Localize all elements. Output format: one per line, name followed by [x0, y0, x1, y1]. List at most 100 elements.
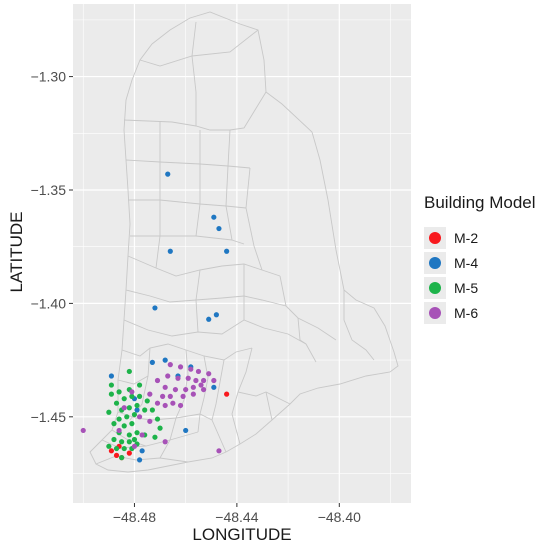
district-line [117, 375, 149, 385]
district-line [245, 167, 263, 271]
point-m-6 [162, 439, 168, 445]
point-m-5 [144, 398, 150, 404]
point-m-6 [185, 375, 191, 381]
point-m-5 [121, 423, 127, 429]
y-axis-title: LATITUDE [7, 212, 26, 293]
point-m-4 [152, 305, 158, 311]
point-m-6 [162, 384, 168, 390]
legend-dot-m2 [429, 231, 441, 244]
point-m-5 [106, 409, 112, 415]
point-m-6 [167, 362, 173, 368]
point-m-2 [224, 391, 230, 397]
district-line [237, 391, 291, 405]
district-line [130, 235, 233, 241]
point-m-5 [131, 411, 138, 418]
legend-item-m2: M-2 [424, 225, 536, 250]
district-line [127, 255, 281, 277]
point-m-6 [183, 386, 189, 393]
point-m-4 [213, 312, 219, 318]
point-m-5 [157, 425, 163, 431]
point-m-6 [198, 382, 204, 388]
point-m-5 [126, 405, 132, 411]
point-m-5 [149, 407, 155, 413]
point-m-5 [119, 455, 125, 461]
district-line [125, 289, 287, 307]
x-axis-title: LONGITUDE [192, 525, 291, 544]
point-m-5 [126, 432, 132, 438]
point-m-5 [134, 430, 140, 436]
point-m-6 [190, 391, 196, 397]
point-m-6 [167, 393, 173, 399]
axes: −48.48 −48.44 −48.40 −1.30 −1.35 −1.40 −1.45 [31, 69, 362, 525]
grid-lines [73, 4, 411, 503]
point-m-4 [108, 373, 115, 379]
point-m-6 [177, 402, 184, 409]
point-m-4 [162, 357, 168, 363]
point-m-5 [108, 391, 115, 397]
point-m-6 [80, 427, 86, 434]
district-line [95, 455, 189, 465]
point-m-6 [175, 375, 181, 381]
y-tick-label: −1.40 [31, 295, 67, 311]
legend-item-m5: M-5 [424, 275, 536, 300]
legend-item-m6: M-6 [424, 300, 536, 325]
y-tick-label: −1.45 [31, 409, 67, 425]
legend-key [424, 226, 446, 249]
legend-key [424, 251, 446, 274]
point-m-4 [139, 448, 145, 454]
district-line [195, 130, 201, 237]
point-m-5 [113, 445, 120, 452]
point-m-5 [116, 389, 122, 395]
point-m-6 [206, 371, 212, 377]
point-m-5 [116, 416, 122, 422]
point-m-4 [165, 171, 171, 177]
point-m-4 [206, 316, 212, 322]
point-m-6 [131, 443, 138, 449]
point-m-6 [216, 448, 222, 454]
point-m-5 [136, 382, 143, 388]
point-m-4 [211, 384, 217, 390]
point-m-6 [195, 368, 202, 375]
district-line [211, 359, 227, 453]
district-line [265, 391, 273, 421]
legend-dot-m5 [429, 281, 441, 294]
point-m-5 [129, 421, 135, 427]
district-line [123, 319, 307, 345]
point-m-5 [113, 400, 120, 406]
point-m-4 [149, 359, 155, 365]
legend-label: M-6 [454, 304, 479, 321]
point-m-4 [136, 457, 143, 463]
district-line [297, 317, 317, 363]
point-m-5 [131, 436, 138, 443]
point-m-6 [180, 393, 186, 399]
point-m-6 [129, 389, 135, 395]
point-m-6 [211, 377, 217, 384]
point-m-5 [142, 407, 148, 413]
district-line [139, 29, 259, 67]
point-m-5 [111, 421, 117, 427]
point-m-6 [154, 400, 161, 406]
point-m-6 [154, 377, 161, 384]
point-m-4 [224, 248, 230, 254]
point-m-5 [152, 434, 158, 440]
point-m-5 [106, 443, 112, 449]
point-m-6 [147, 391, 153, 397]
x-tick-label: −48.40 [318, 509, 361, 525]
point-m-6 [170, 400, 176, 406]
point-m-5 [124, 414, 130, 420]
district-line [197, 355, 209, 433]
legend-label: M-4 [454, 254, 479, 271]
point-m-6 [177, 364, 184, 370]
point-m-5 [119, 439, 125, 445]
point-m-6 [147, 418, 153, 424]
point-m-2 [108, 448, 115, 454]
point-m-5 [126, 368, 132, 375]
district-line [195, 269, 201, 333]
x-tick-label: −48.44 [215, 509, 258, 525]
legend-dot-m6 [429, 306, 441, 319]
district-line [159, 349, 189, 459]
point-m-4 [167, 248, 173, 254]
point-m-4 [134, 407, 140, 413]
